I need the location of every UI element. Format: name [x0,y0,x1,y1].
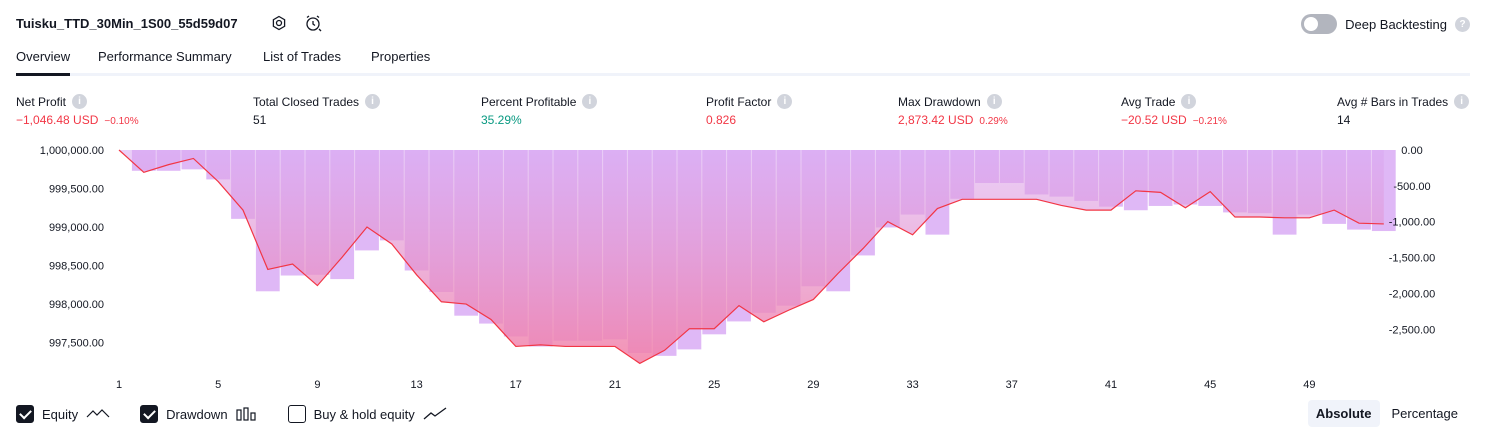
info-icon[interactable]: i [1454,94,1470,109]
metric-value: 0.826 [706,113,737,127]
metric-profit-factor: Profit Factor i 0.826 [706,94,793,127]
metric-value: 14 [1337,113,1351,127]
absolute-button[interactable]: Absolute [1307,400,1380,427]
metric-sub-value: 0.29% [979,116,1008,127]
equity-checkbox[interactable] [16,405,34,423]
alert-clock-icon[interactable] [302,12,324,34]
metric-label: Total Closed Trades [253,94,360,109]
metric-label: Percent Profitable [481,94,577,109]
info-icon[interactable]: i [1181,94,1197,109]
right-axis-tick: -1,500.00 [1389,253,1435,265]
tab-performance-summary[interactable]: Performance Summary [98,49,232,64]
strategy-title: Tuisku_TTD_30Min_1S00_55d59d07 [16,16,238,31]
percentage-button[interactable]: Percentage [1391,406,1459,421]
scale-mode-switch: Absolute Percentage [1307,400,1466,427]
drawdown-bars-icon [235,407,256,421]
legend-buy-hold[interactable]: Buy & hold equity [287,405,447,423]
legend-buy-hold-label: Buy & hold equity [313,406,415,422]
x-axis-tick: 13 [410,379,422,391]
x-axis-tick: 1 [116,379,122,391]
metric-avg-trade: Avg Trade i −20.52 USD −0.21% [1121,94,1227,127]
right-axis-tick: -500.00 [1393,181,1430,193]
x-axis-tick: 17 [510,379,522,391]
left-axis-tick: 997,500.00 [49,338,104,350]
metric-label: Avg Trade [1121,94,1176,109]
x-axis-tick: 41 [1105,379,1117,391]
chart-legend: Equity Drawdown Buy & hold equity [16,402,477,426]
metric-sub-value: −0.10% [104,116,139,127]
metric-label: Profit Factor [706,94,772,109]
metrics-row: Net Profit i −1,046.48 USD −0.10% Total Cl… [16,94,1470,130]
deep-backtesting-label: Deep Backtesting [1345,16,1447,32]
equity-line [118,149,1384,365]
tab-overview[interactable]: Overview [16,48,71,76]
tab-bar: Overview Performance Summary List of Tra… [16,48,1470,76]
left-axis-tick: 999,000.00 [49,222,104,234]
legend-equity-label: Equity [42,406,79,422]
right-axis-tick: -2,000.00 [1389,288,1435,300]
header-bar: Tuisku_TTD_30Min_1S00_55d59d07 Deep Back… [16,12,1470,36]
equity-line-icon [86,409,110,418]
right-axis-tick: -2,500.00 [1389,324,1435,336]
tab-list-of-trades[interactable]: List of Trades [263,49,342,64]
metric-avg-bars: Avg # Bars in Trades i 14 [1337,94,1470,127]
metric-net-profit: Net Profit i −1,046.48 USD −0.10% [16,94,139,127]
legend-equity[interactable]: Equity [16,405,110,423]
metric-value: 35.29% [481,113,522,127]
left-axis-tick: 1,000,000.00 [40,145,104,157]
left-axis-tick: 998,000.00 [49,299,104,311]
deep-backtesting: Deep Backtesting ? [1301,14,1470,34]
equity-chart: 1,000,000.00 999,500.00 999,000.00 998,500.… [40,145,1435,391]
help-icon[interactable]: ? [1455,16,1470,32]
x-axis-tick: 33 [906,379,918,391]
right-axis-tick: 0.00 [1401,145,1422,157]
info-icon[interactable]: i [986,94,1002,109]
x-axis-tick: 37 [1006,379,1018,391]
metric-label: Avg # Bars in Trades [1337,94,1449,109]
metric-sub-value: −0.21% [1192,116,1227,127]
x-axis-tick: 45 [1204,379,1216,391]
metric-total-closed-trades: Total Closed Trades i 51 [253,94,381,127]
settings-icon[interactable] [268,12,290,34]
buy-hold-checkbox[interactable] [287,405,306,423]
x-axis-tick: 49 [1303,379,1315,391]
metric-percent-profitable: Percent Profitable i 35.29% [481,94,598,127]
x-axis-tick: 29 [807,379,819,391]
metric-value: 2,873.42 USD [898,113,974,127]
legend-drawdown-label: Drawdown [166,406,228,422]
x-axis-tick: 21 [609,379,621,391]
metric-label: Max Drawdown [898,94,981,109]
left-axis-tick: 999,500.00 [49,184,104,196]
deep-backtesting-toggle[interactable] [1301,14,1338,34]
metric-value: 51 [253,113,267,127]
x-axis-tick: 5 [215,379,221,391]
metric-value: −1,046.48 USD [16,113,99,127]
x-axis-tick: 25 [708,379,720,391]
tab-properties[interactable]: Properties [371,49,431,64]
legend-drawdown[interactable]: Drawdown [140,405,257,423]
x-axis-tick: 9 [314,379,320,391]
left-axis-tick: 998,500.00 [49,261,104,273]
right-axis-tick: -1,000.00 [1389,217,1435,229]
drawdown-checkbox[interactable] [140,405,159,423]
info-icon[interactable]: i [72,94,88,109]
metric-value: −20.52 USD [1121,113,1187,127]
metric-label: Net Profit [16,94,67,109]
info-icon[interactable]: i [582,94,598,109]
info-icon[interactable]: i [365,94,381,109]
metric-max-drawdown: Max Drawdown i 2,873.42 USD 0.29% [898,94,1008,127]
equity-area [119,150,1384,364]
info-icon[interactable]: i [777,94,793,109]
buy-hold-line-icon [423,407,447,420]
